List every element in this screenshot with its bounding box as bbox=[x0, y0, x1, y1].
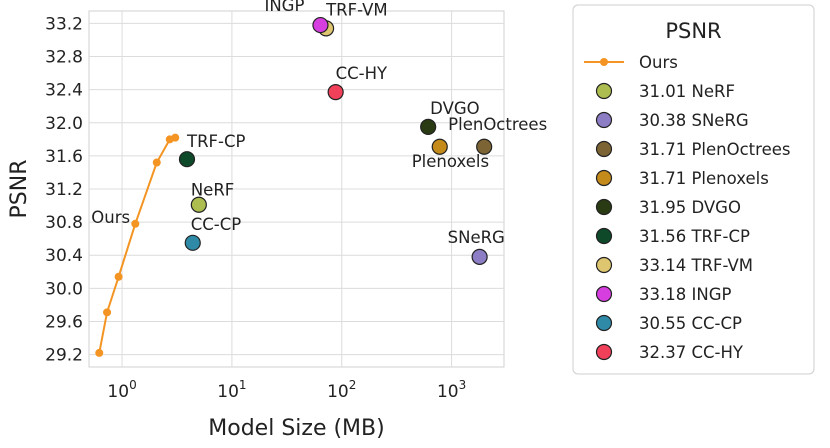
ours-point bbox=[171, 133, 180, 142]
legend-marker bbox=[595, 256, 613, 274]
legend: PSNR Ours 31.01 NeRF 30.38 SNeRG 31.71 Plen… bbox=[572, 4, 815, 375]
legend-label: 31.71 Plenoxels bbox=[639, 169, 769, 188]
annotation-plenoxels: Plenoxels bbox=[412, 152, 489, 171]
x-tick-label: 103 bbox=[437, 378, 466, 402]
x-tick-base: 10 bbox=[217, 382, 239, 402]
x-tick-base: 10 bbox=[437, 382, 459, 402]
annotation-trf-vm: TRF-VM bbox=[325, 0, 388, 19]
legend-marker bbox=[595, 343, 613, 361]
annotation-cc-hy: CC-HY bbox=[336, 64, 388, 83]
y-tick-label: 29.2 bbox=[45, 346, 83, 366]
legend-marker bbox=[595, 111, 613, 129]
x-tick-label: 102 bbox=[327, 378, 356, 402]
y-tick-label: 32.0 bbox=[45, 114, 83, 134]
x-axis-ticks: 100 101 102 103 bbox=[107, 378, 466, 402]
legend-label: 31.56 TRF-CP bbox=[639, 227, 750, 246]
ours-point bbox=[114, 272, 123, 281]
legend-marker bbox=[595, 82, 613, 100]
legend-label: 32.37 CC-HY bbox=[639, 343, 744, 362]
point-annotations: NeRF SNeRG PlenOctrees Plenoxels DVGO TRF-CP T… bbox=[91, 0, 547, 247]
y-tick-label: 31.6 bbox=[45, 147, 83, 167]
point-plenoxels bbox=[431, 138, 448, 155]
legend-label: 30.38 SNeRG bbox=[639, 111, 749, 130]
y-tick-label: 30.4 bbox=[45, 246, 83, 266]
y-tick-label: 30.0 bbox=[45, 279, 83, 299]
legend-point-marker bbox=[600, 58, 608, 66]
ours-point bbox=[95, 348, 104, 357]
grid-lines bbox=[89, 11, 504, 367]
legend-label: Ours bbox=[639, 53, 678, 72]
legend-marker bbox=[595, 227, 613, 245]
point-trf-cp bbox=[178, 151, 196, 168]
legend-label: 31.95 DVGO bbox=[639, 198, 741, 217]
ours-point bbox=[103, 308, 112, 317]
x-tick-base: 10 bbox=[327, 382, 349, 402]
ours-point bbox=[152, 158, 161, 167]
x-tick-label: 101 bbox=[217, 378, 246, 402]
x-tick-label: 100 bbox=[107, 378, 136, 402]
annotation-trf-cp: TRF-CP bbox=[186, 132, 246, 151]
legend-entries: Ours 31.01 NeRF 30.38 SNeRG 31.71 PlenOctre… bbox=[584, 53, 790, 362]
y-tick-label: 29.6 bbox=[45, 312, 83, 332]
point-nerf bbox=[190, 196, 207, 213]
legend-marker bbox=[595, 285, 613, 303]
y-tick-label: 32.4 bbox=[45, 81, 83, 101]
annotation-snerg: SNeRG bbox=[448, 228, 505, 247]
method-points bbox=[178, 16, 493, 265]
x-axis-label: Model Size (MB) bbox=[208, 416, 384, 441]
y-tick-label: 31.2 bbox=[45, 180, 83, 200]
y-tick-label: 30.8 bbox=[45, 213, 83, 233]
ours-series bbox=[95, 133, 180, 357]
x-tick-exponent: 3 bbox=[459, 378, 467, 392]
x-tick-exponent: 2 bbox=[349, 378, 357, 392]
x-tick-exponent: 0 bbox=[129, 378, 137, 392]
point-snerg bbox=[471, 248, 488, 265]
point-cc-cp bbox=[184, 234, 201, 251]
legend-title: PSNR bbox=[665, 19, 721, 43]
annotation-plenoctrees: PlenOctrees bbox=[448, 115, 547, 134]
legend-label: 33.14 TRF-VM bbox=[639, 256, 753, 275]
annotation-cc-cp: CC-CP bbox=[191, 215, 242, 234]
legend-marker bbox=[595, 140, 613, 158]
point-cc-hy bbox=[327, 84, 344, 101]
annotation-ingp: INGP bbox=[264, 0, 304, 15]
y-axis-label: PSNR bbox=[7, 160, 32, 219]
point-plenoctrees bbox=[476, 138, 493, 155]
point-dvgo bbox=[420, 118, 437, 136]
legend-label: 30.55 CC-CP bbox=[639, 314, 742, 333]
point-ingp bbox=[312, 16, 329, 34]
annotation-nerf: NeRF bbox=[191, 181, 234, 200]
ours-point bbox=[131, 219, 140, 228]
annotation-dvgo: DVGO bbox=[430, 99, 479, 118]
annotation-ours: Ours bbox=[91, 208, 130, 227]
legend-marker bbox=[595, 198, 613, 216]
y-tick-label: 32.8 bbox=[45, 48, 83, 68]
legend-box bbox=[572, 4, 815, 375]
legend-marker bbox=[595, 314, 613, 332]
x-tick-exponent: 1 bbox=[239, 378, 247, 392]
legend-label: 31.71 PlenOctrees bbox=[639, 140, 790, 159]
legend-marker bbox=[595, 169, 613, 187]
legend-label: 33.18 INGP bbox=[639, 285, 731, 304]
y-tick-label: 33.2 bbox=[45, 14, 83, 34]
legend-label: 31.01 NeRF bbox=[639, 82, 735, 101]
y-axis-ticks: 29.2 29.6 30.0 30.4 30.8 31.2 31.6 32.0 32.4 32.8… bbox=[45, 14, 83, 365]
x-tick-base: 10 bbox=[107, 382, 129, 402]
